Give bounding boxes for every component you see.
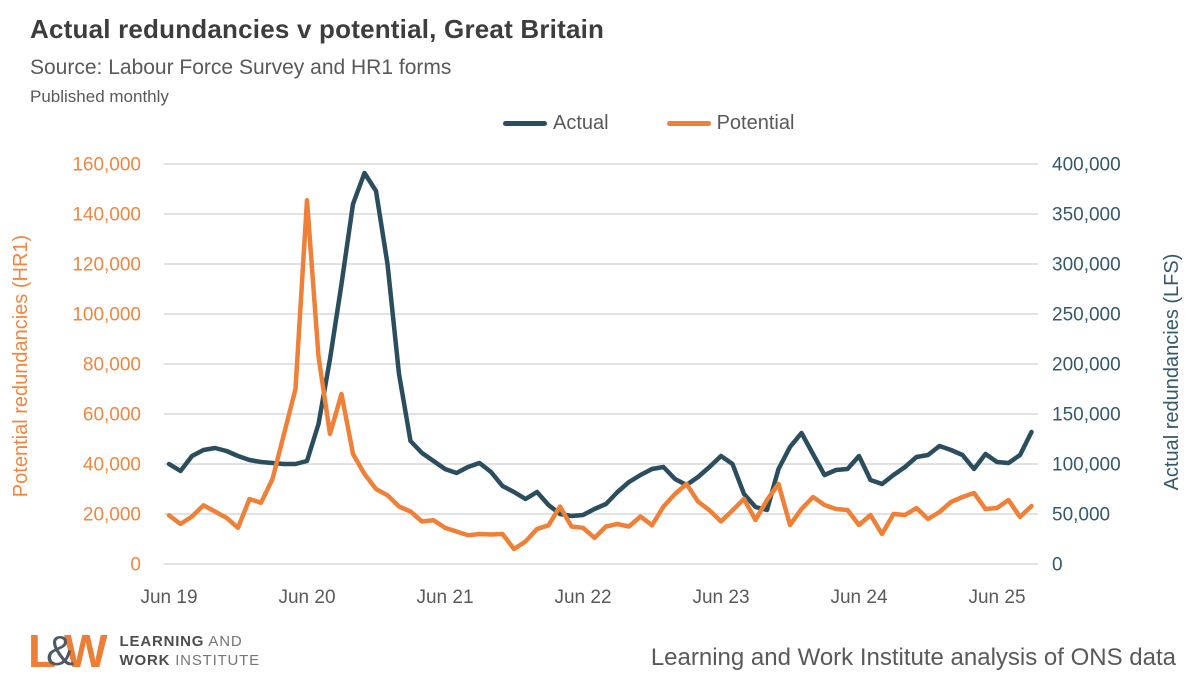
left-axis-tick: 100,000 — [72, 305, 141, 326]
legend-item-actual: Actual — [503, 112, 609, 135]
logo-line2-bold: WORK — [119, 652, 171, 669]
potential-line — [166, 198, 1034, 552]
logo-letter-w: W — [64, 625, 107, 677]
legend-label-potential: Potential — [716, 112, 795, 134]
x-axis-tick: Jun 23 — [692, 587, 749, 608]
x-axis-tick: Jun 20 — [278, 587, 335, 608]
right-axis-tick: 400,000 — [1052, 155, 1121, 176]
right-axis-tick: 0 — [1052, 555, 1063, 576]
lw-institute-logo: L & W LEARNING AND WORK INSTITUTE — [28, 625, 260, 677]
right-axis-tick: 150,000 — [1052, 405, 1121, 426]
chart-note: Published monthly — [30, 87, 169, 106]
logo-line1-light: AND — [204, 633, 243, 650]
right-axis-tick: 250,000 — [1052, 305, 1121, 326]
left-axis-tick: 60,000 — [83, 405, 141, 426]
potential-line-swatch — [666, 121, 711, 126]
logo-line1-bold: LEARNING — [119, 633, 205, 650]
x-axis-tick: Jun 25 — [968, 587, 1025, 608]
actual-line-swatch — [503, 121, 547, 126]
x-axis-tick: Jun 19 — [140, 587, 197, 608]
right-axis-tick: 100,000 — [1052, 455, 1121, 476]
logo-ampersand: & — [46, 627, 74, 674]
left-axis-tick: 0 — [130, 555, 141, 576]
chart-subtitle: Source: Labour Force Survey and HR1 form… — [30, 56, 452, 79]
left-axis-tick: 140,000 — [72, 205, 141, 226]
lw-logo-mark: L & W — [28, 625, 108, 677]
left-axis-tick: 120,000 — [72, 255, 141, 276]
right-axis-tick: 50,000 — [1052, 505, 1110, 526]
left-axis-tick: 20,000 — [83, 505, 141, 526]
legend-label-actual: Actual — [553, 112, 609, 134]
attribution-text: Learning and Work Institute analysis of … — [650, 644, 1176, 671]
actual-line — [166, 170, 1034, 519]
x-axis-tick: Jun 21 — [416, 587, 473, 608]
left-axis-tick: 40,000 — [83, 455, 141, 476]
logo-text: LEARNING AND WORK INSTITUTE — [120, 632, 260, 670]
right-axis-tick: 200,000 — [1052, 355, 1121, 376]
left-axis-tick: 160,000 — [72, 155, 141, 176]
logo-line2-light: INSTITUTE — [170, 652, 260, 669]
right-axis-tick: 300,000 — [1052, 255, 1121, 276]
left-axis-tick: 80,000 — [83, 355, 141, 376]
right-axis-tick: 350,000 — [1052, 205, 1121, 226]
chart-legend: Actual Potential — [503, 112, 794, 135]
right-axis-title: Actual redundancies (LFS) — [1161, 254, 1183, 491]
left-axis-title: Potential redundancies (HR1) — [10, 235, 32, 497]
page-title: Actual redundancies v potential, Great B… — [30, 14, 605, 44]
logo-letter-l: L — [28, 625, 56, 677]
x-axis-tick: Jun 22 — [554, 587, 611, 608]
x-axis-tick: Jun 24 — [830, 587, 887, 608]
legend-item-potential: Potential — [666, 112, 795, 135]
